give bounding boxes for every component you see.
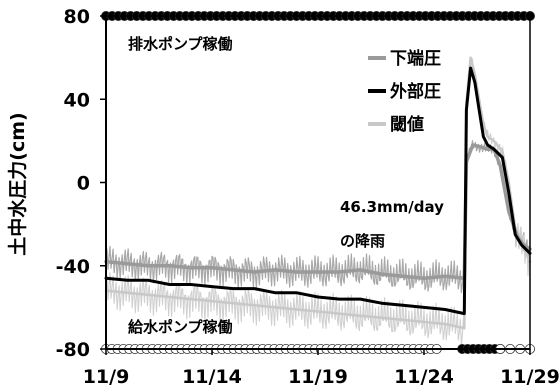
y-tick-label: -80 (56, 339, 90, 361)
x-axis: 11/9 11/14 11/19 11/24 11/29 (83, 348, 560, 388)
x-tick-label: 11/9 (83, 366, 130, 388)
supply-pump-annotation: 給水ポンプ稼働 (128, 318, 233, 336)
y-tick-label: 0 (77, 173, 90, 195)
series-line (104, 143, 532, 280)
chart-plot (101, 10, 536, 354)
variation-band (105, 140, 531, 294)
series-line (104, 56, 532, 330)
y-axis-label: 土中水圧力(cm) (6, 112, 29, 255)
legend-label: 下端圧 (390, 48, 441, 69)
x-tick-label: 11/14 (182, 366, 242, 388)
legend-label: 閾値 (390, 114, 424, 135)
rain-annotation-line1: 46.3mm/day (340, 198, 444, 216)
x-tick-label: 11/29 (500, 366, 560, 388)
y-tick-label: 40 (64, 89, 90, 111)
legend-label: 外部圧 (390, 81, 441, 102)
y-axis: -80 -40 0 40 80 土中水圧力(cm) (6, 6, 107, 361)
x-tick-label: 11/24 (394, 366, 454, 388)
drain-pump-annotation: 排水ポンプ稼働 (128, 35, 233, 53)
annotations: 排水ポンプ稼働 給水ポンプ稼働 46.3mm/day の降雨 (128, 35, 444, 336)
y-tick-label: 80 (64, 6, 90, 28)
series-lines (104, 56, 532, 330)
rain-annotation-line2: の降雨 (340, 232, 385, 250)
x-tick-label: 11/19 (288, 366, 348, 388)
y-tick-label: -40 (56, 256, 90, 278)
series-line (104, 66, 532, 316)
